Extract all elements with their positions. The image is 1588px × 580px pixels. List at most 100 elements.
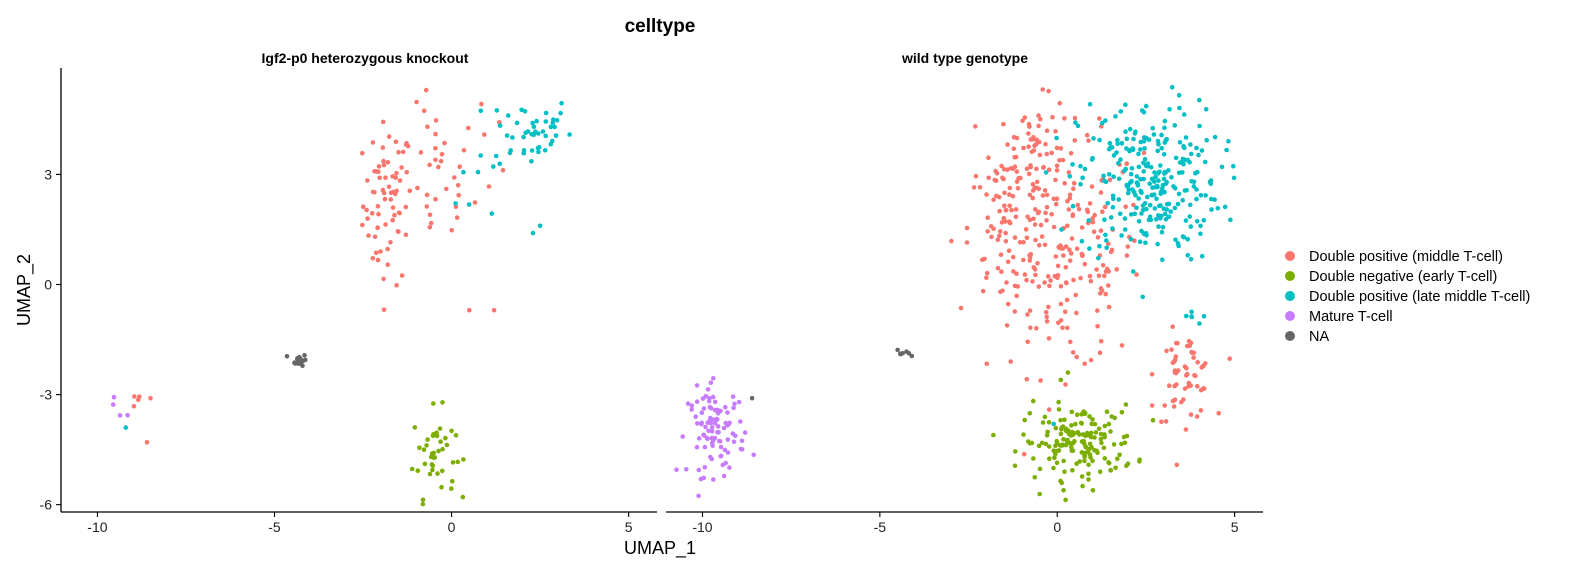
data-point	[725, 410, 730, 415]
data-point	[1036, 209, 1042, 215]
data-point	[117, 413, 123, 418]
data-point	[1063, 497, 1068, 503]
data-point	[1046, 88, 1051, 94]
data-point	[1058, 377, 1064, 383]
data-point	[1172, 205, 1178, 211]
data-point	[1074, 412, 1080, 418]
data-point	[436, 164, 441, 170]
data-point	[1189, 179, 1194, 184]
data-point	[709, 425, 715, 430]
data-point	[1082, 458, 1087, 464]
data-point	[1014, 179, 1020, 184]
data-point	[1173, 354, 1179, 359]
data-point	[1074, 310, 1079, 316]
data-point	[1069, 444, 1074, 450]
data-point	[1098, 228, 1104, 233]
data-point	[428, 220, 434, 226]
data-point	[489, 211, 495, 216]
data-point	[1058, 318, 1064, 323]
data-point	[1046, 304, 1051, 310]
data-point	[1021, 451, 1027, 457]
data-point	[1153, 217, 1159, 222]
data-point	[1061, 253, 1066, 258]
data-point	[1038, 378, 1043, 383]
data-point	[424, 192, 430, 198]
data-point	[1139, 228, 1144, 234]
data-point	[674, 467, 679, 473]
data-point	[1067, 174, 1073, 179]
data-point	[1152, 170, 1157, 175]
data-point	[1031, 398, 1036, 404]
data-point	[1198, 193, 1204, 198]
data-point	[722, 447, 728, 453]
data-point	[1070, 213, 1076, 219]
data-point	[1123, 204, 1128, 209]
data-point	[1071, 277, 1076, 283]
data-point	[1187, 160, 1192, 165]
data-point	[423, 87, 429, 93]
data-point	[1047, 456, 1052, 462]
y-tick-label: 3	[44, 166, 52, 182]
data-point	[1062, 116, 1067, 121]
data-point	[693, 414, 698, 420]
data-point	[436, 448, 441, 454]
data-point	[1067, 196, 1073, 201]
data-point	[1170, 324, 1175, 330]
data-point	[1111, 174, 1116, 179]
data-point	[1167, 107, 1172, 112]
data-point	[1191, 184, 1197, 189]
data-point	[712, 399, 718, 405]
data-point	[1097, 350, 1103, 356]
data-point	[125, 413, 130, 418]
data-point	[1202, 159, 1208, 165]
data-point	[1171, 404, 1177, 409]
data-point	[1046, 336, 1052, 341]
data-point	[1108, 467, 1113, 473]
data-point	[1135, 183, 1141, 188]
data-point	[731, 439, 737, 445]
data-point	[1159, 132, 1164, 138]
data-point	[424, 443, 429, 448]
data-point	[1090, 219, 1096, 225]
data-point	[380, 119, 386, 125]
data-point	[1184, 313, 1189, 319]
data-point	[1097, 243, 1102, 249]
data-point	[1027, 254, 1033, 260]
data-point	[393, 139, 399, 145]
data-point	[906, 351, 912, 356]
data-point	[421, 108, 427, 114]
data-point	[1073, 292, 1078, 298]
data-point	[1074, 461, 1079, 467]
data-point	[1139, 211, 1144, 216]
data-point	[1005, 301, 1011, 307]
data-point	[1188, 224, 1194, 229]
data-point	[1174, 462, 1180, 468]
data-point	[1136, 151, 1141, 157]
data-point	[531, 124, 537, 129]
data-point	[1001, 121, 1006, 127]
data-point	[1014, 169, 1020, 174]
data-point	[440, 400, 445, 405]
data-point	[1036, 284, 1042, 289]
data-point	[1044, 151, 1050, 157]
data-point	[132, 394, 137, 399]
data-point	[439, 484, 444, 490]
data-point	[1102, 273, 1107, 279]
data-point	[1005, 167, 1010, 172]
data-point	[1101, 178, 1107, 183]
data-point	[360, 222, 365, 228]
y-axis-label: UMAP_2	[14, 254, 35, 326]
data-point	[680, 434, 685, 439]
data-point	[1063, 244, 1069, 249]
data-point	[1162, 125, 1167, 131]
data-point	[1170, 360, 1176, 366]
data-point	[1071, 180, 1077, 186]
data-point	[439, 151, 445, 157]
data-point	[1095, 235, 1101, 240]
data-point	[1078, 181, 1083, 187]
data-point	[1058, 146, 1064, 151]
data-point	[711, 376, 716, 381]
data-point	[427, 225, 433, 230]
data-point	[700, 396, 706, 401]
data-point	[136, 397, 141, 403]
